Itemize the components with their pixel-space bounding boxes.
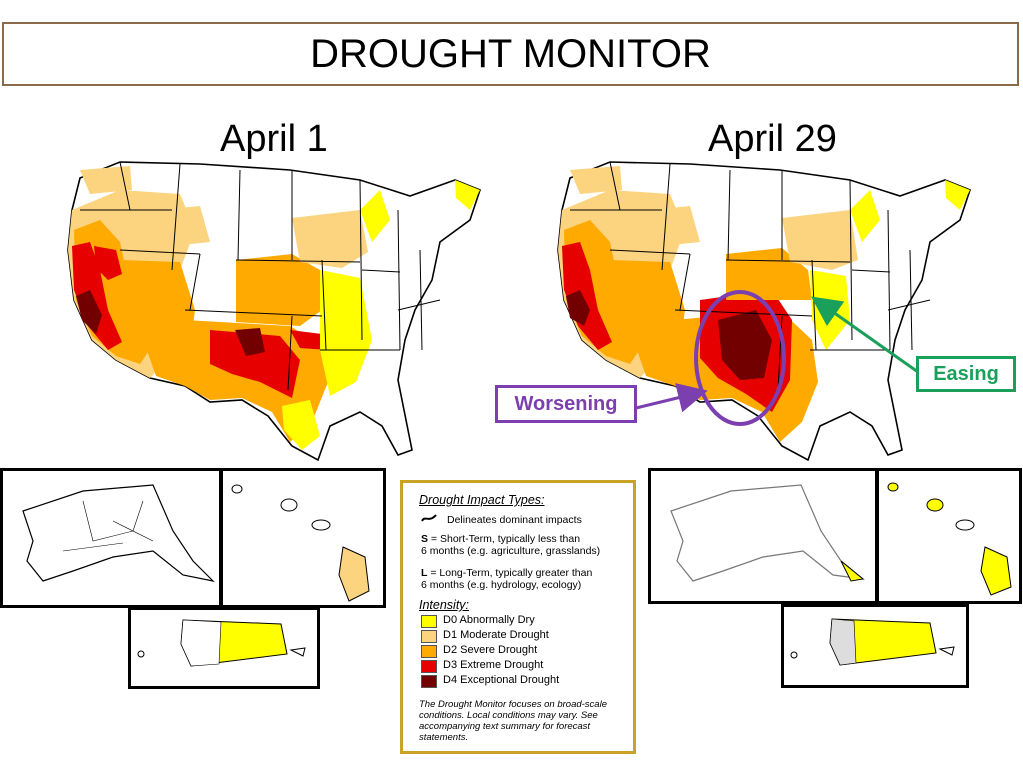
legend-level-label: D1 Moderate Drought (443, 629, 549, 641)
us-drought-map-april-1 (67, 161, 481, 462)
legend-note: The Drought Monitor focuses on broad-sca… (419, 699, 607, 743)
legend-level-label: D3 Extreme Drought (443, 659, 544, 671)
alaska-inset-april-1 (0, 468, 222, 608)
legend: Drought Impact Types: Delineates dominan… (400, 480, 636, 754)
hawaii-inset-april-1 (220, 468, 386, 608)
easing-callout: Easing (916, 356, 1016, 392)
legend-swatch (421, 645, 437, 658)
long-term-line-2: 6 months (e.g. hydrology, ecology) (421, 579, 582, 591)
short-term-line-1: S = Short-Term, typically less than (421, 533, 581, 545)
hawaii-inset-april-29 (876, 468, 1022, 604)
legend-level-label: D0 Abnormally Dry (443, 614, 535, 626)
long-term-line-1: L = Long-Term, typically greater than (421, 567, 593, 579)
legend-swatch (421, 660, 437, 673)
page-title: DROUGHT MONITOR (310, 32, 711, 76)
legend-level-label: D2 Severe Drought (443, 644, 538, 656)
legend-swatch (421, 675, 437, 688)
legend-level-label: D4 Exceptional Drought (443, 674, 560, 686)
impact-line-icon (421, 514, 437, 522)
short-term-line-2: 6 months (e.g. agriculture, grasslands) (421, 545, 601, 557)
legend-swatch (421, 630, 437, 643)
map-date-april-29: April 29 (708, 118, 837, 160)
legend-swatch (421, 615, 437, 628)
intensity-header: Intensity: (419, 598, 470, 612)
worsening-callout: Worsening (495, 385, 637, 423)
alaska-inset-april-29 (648, 468, 878, 604)
puerto-rico-inset-april-1 (128, 607, 320, 689)
impact-line-label: Delineates dominant impacts (447, 514, 582, 526)
map-date-april-1: April 1 (220, 118, 328, 160)
title-box: DROUGHT MONITOR (2, 22, 1019, 86)
impact-types-header: Drought Impact Types: (419, 493, 545, 507)
puerto-rico-inset-april-29 (781, 604, 969, 688)
